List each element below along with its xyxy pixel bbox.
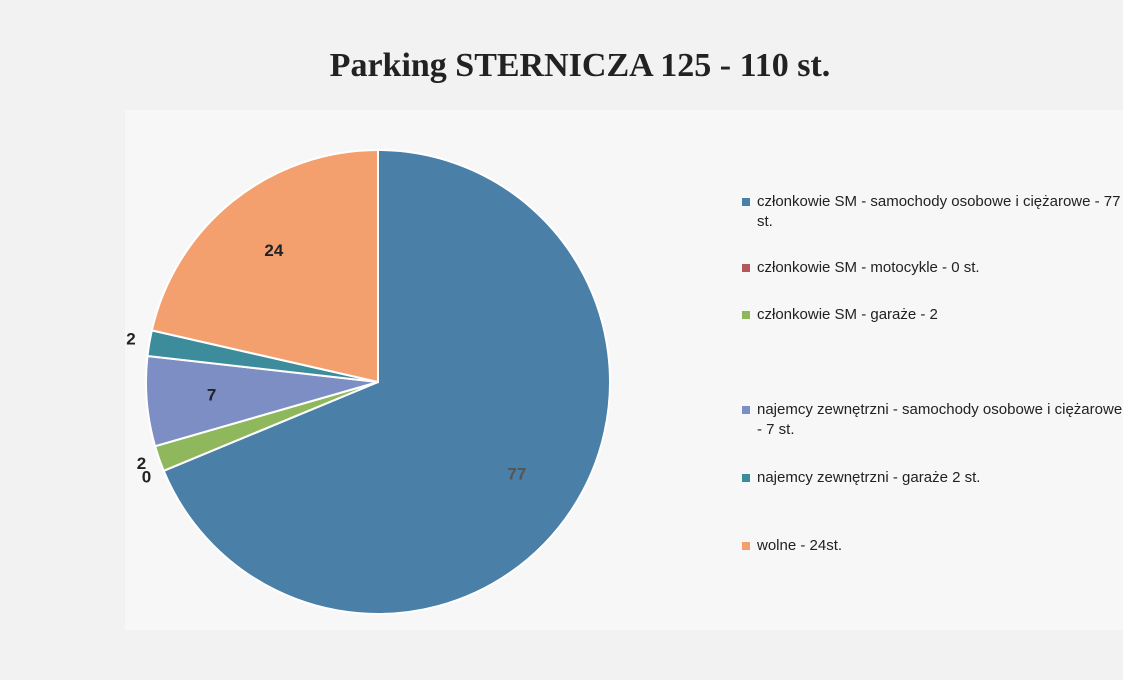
legend-item: członkowie SM - motocykle - 0 st.	[742, 258, 1123, 278]
data-label: 2	[126, 330, 135, 349]
legend-swatch	[742, 474, 750, 482]
data-label: 0	[142, 467, 151, 486]
legend-label: najemcy zewnętrzni - garaże 2 st.	[757, 469, 981, 486]
legend-label: członkowie SM - garaże - 2	[757, 306, 938, 323]
pie-slice	[150, 148, 379, 384]
data-label: 24	[264, 241, 283, 260]
legend-swatch	[742, 406, 750, 414]
legend-label: członkowie SM - samochody osobowe i cięż…	[757, 193, 1121, 230]
legend-label: wolne - 24st.	[757, 537, 843, 554]
legend-item: wolne - 24st.	[742, 536, 1123, 556]
legend-item: najemcy zewnętrzni - garaże 2 st.	[742, 468, 1123, 488]
legend-swatch	[742, 198, 750, 206]
data-label: 77	[507, 464, 526, 483]
data-label: 7	[207, 386, 216, 405]
legend-label: członkowie SM - motocykle - 0 st.	[757, 259, 980, 276]
chart-title: Parking STERNICZA 125 - 110 st.	[330, 47, 831, 84]
legend-swatch	[742, 542, 750, 550]
legend-item: członkowie SM - samochody osobowe i cięż…	[742, 192, 1123, 232]
legend-item: najemcy zewnętrzni - samochody osobowe i…	[742, 400, 1123, 440]
pie-slice	[162, 148, 611, 615]
legend-swatch	[742, 311, 750, 319]
legend-label: najemcy zewnętrzni - samochody osobowe i…	[757, 401, 1123, 438]
legend-item: członkowie SM - garaże - 2	[742, 305, 1123, 325]
data-label: 2	[137, 454, 146, 473]
legend-swatch	[742, 264, 750, 272]
